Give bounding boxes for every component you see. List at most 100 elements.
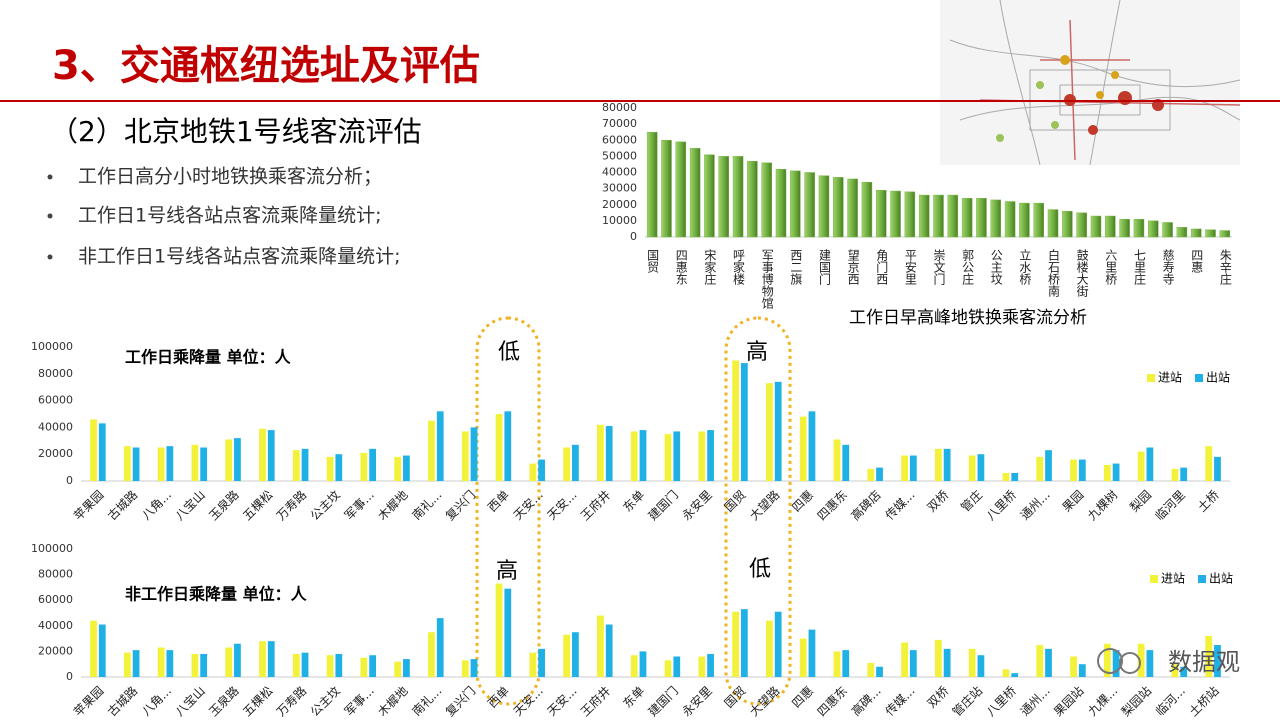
bar bbox=[191, 653, 199, 677]
bar bbox=[470, 427, 478, 481]
bar bbox=[698, 656, 706, 677]
x-tick-label: 天安... bbox=[510, 683, 546, 719]
y-tick-label: 100000 bbox=[31, 542, 73, 555]
x-tick-label: 郭公庄 bbox=[961, 249, 975, 286]
bar bbox=[1162, 222, 1173, 238]
bar bbox=[1146, 650, 1154, 677]
x-tick-label: 王府井 bbox=[577, 683, 613, 719]
bar bbox=[661, 140, 672, 238]
x-tick-label: 王府井 bbox=[577, 487, 613, 523]
bar bbox=[1045, 648, 1052, 677]
bar bbox=[1090, 215, 1102, 238]
bar bbox=[1103, 464, 1111, 481]
y-tick-label: 60000 bbox=[602, 133, 637, 146]
bar bbox=[1076, 212, 1087, 238]
y-tick-label: 80000 bbox=[38, 568, 73, 581]
y-tick-label: 0 bbox=[630, 230, 637, 243]
bar bbox=[968, 455, 976, 481]
annotation: 低 bbox=[749, 557, 771, 582]
x-tick-label: 梨园 bbox=[1127, 488, 1154, 515]
bar bbox=[504, 588, 512, 677]
bar bbox=[436, 411, 444, 481]
x-tick-label: 土桥 bbox=[1195, 488, 1222, 515]
bar bbox=[123, 652, 131, 677]
bar bbox=[675, 141, 687, 238]
bar bbox=[732, 360, 739, 481]
legend-swatch bbox=[1147, 374, 1155, 382]
bar bbox=[740, 363, 748, 481]
x-tick-label: 建国门 bbox=[645, 487, 681, 523]
y-tick-label: 20000 bbox=[602, 198, 637, 211]
x-tick-label: 古城路 bbox=[104, 487, 140, 523]
y-tick-label: 0 bbox=[66, 474, 73, 487]
bar bbox=[1004, 201, 1016, 238]
x-tick-label: 传媒... bbox=[882, 683, 918, 719]
bar bbox=[1070, 656, 1077, 677]
bar bbox=[1105, 215, 1116, 238]
x-tick-label: 土桥站 bbox=[1186, 684, 1221, 719]
bar bbox=[766, 383, 773, 481]
bar bbox=[1205, 636, 1213, 677]
bar bbox=[225, 647, 233, 677]
x-tick-label: 西二旗 bbox=[789, 249, 803, 286]
y-tick-label: 60000 bbox=[38, 593, 73, 606]
bar bbox=[761, 162, 772, 238]
bar bbox=[360, 452, 368, 481]
bar bbox=[867, 662, 875, 677]
x-tick-label: 木樨地 bbox=[375, 684, 410, 719]
bar bbox=[1033, 202, 1044, 238]
bar bbox=[90, 419, 97, 481]
watermark-icon bbox=[1097, 648, 1123, 674]
x-tick-label: 四惠 bbox=[1190, 249, 1204, 273]
bar bbox=[563, 447, 571, 481]
chart-title: 非工作日乘降量 单位：人 bbox=[125, 585, 308, 604]
watermark: 数据观 bbox=[1168, 648, 1240, 676]
bar bbox=[718, 156, 730, 238]
bar bbox=[707, 653, 714, 677]
bar bbox=[436, 618, 444, 677]
bar bbox=[90, 620, 97, 677]
y-tick-label: 0 bbox=[66, 670, 73, 683]
x-tick-label: 呼家楼 bbox=[732, 249, 746, 285]
x-tick-label: 平安里 bbox=[903, 249, 917, 285]
bar bbox=[901, 642, 908, 677]
x-tick-label: 西单 bbox=[485, 684, 512, 711]
x-axis-label: 工作日早高峰地铁换乘客流分析 bbox=[849, 308, 1087, 328]
y-tick-label: 10000 bbox=[602, 214, 637, 227]
bar bbox=[646, 131, 658, 238]
bar bbox=[495, 414, 503, 481]
legend-swatch bbox=[1150, 575, 1158, 583]
x-tick-label: 苹果园 bbox=[71, 488, 106, 523]
bar bbox=[861, 181, 873, 238]
x-tick-label: 朱辛庄 bbox=[1218, 249, 1232, 286]
bar bbox=[977, 655, 985, 677]
x-tick-label: 白石桥南 bbox=[1047, 248, 1061, 297]
bar bbox=[1078, 664, 1086, 677]
x-tick-label: 望京西 bbox=[846, 249, 860, 285]
bar bbox=[1119, 219, 1130, 238]
bar bbox=[538, 459, 545, 481]
x-tick-label: 八里桥 bbox=[984, 488, 1019, 523]
x-tick-label: 玉泉路 bbox=[206, 487, 242, 523]
bar bbox=[842, 444, 850, 481]
bar bbox=[1180, 666, 1188, 677]
x-tick-label: 高碑... bbox=[848, 683, 884, 719]
bar bbox=[1147, 220, 1159, 238]
bar bbox=[698, 431, 706, 481]
x-tick-label: 九棵树 bbox=[1084, 487, 1120, 523]
x-tick-label: 管庄 bbox=[958, 487, 986, 515]
bar bbox=[563, 634, 571, 677]
bar bbox=[200, 447, 208, 481]
bar bbox=[1047, 209, 1059, 238]
legend-label: 进站 bbox=[1158, 371, 1182, 385]
bar bbox=[538, 648, 545, 677]
y-tick-label: 20000 bbox=[38, 644, 73, 657]
bar bbox=[1171, 664, 1179, 677]
x-tick-label: 东单 bbox=[620, 684, 647, 711]
slide-title: 3、交通枢纽选址及评估 bbox=[52, 43, 480, 89]
legend-swatch bbox=[1198, 575, 1206, 583]
bar bbox=[597, 615, 604, 677]
bullet: 非工作日1号线各站点客流乘降量统计; bbox=[78, 246, 401, 268]
bar bbox=[470, 659, 478, 677]
